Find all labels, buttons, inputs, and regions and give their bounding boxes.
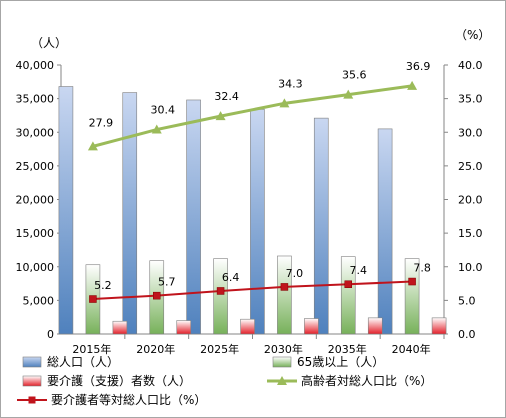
bar — [404, 258, 420, 335]
square-marker — [408, 277, 416, 286]
bar — [377, 128, 393, 335]
right-tick-label: 25.0 — [458, 160, 483, 173]
triangle-marker — [151, 124, 162, 134]
data-label: 7.8 — [413, 262, 431, 275]
data-label: 34.3 — [278, 77, 303, 90]
data-label: 35.6 — [342, 69, 367, 82]
series-line — [92, 280, 413, 301]
right-tick-label: 10.0 — [458, 261, 483, 274]
bar — [213, 258, 228, 335]
bar — [58, 86, 74, 335]
data-label: 27.9 — [89, 116, 114, 129]
bar — [186, 99, 201, 335]
right-tick-label: 0.0 — [458, 328, 476, 341]
bar — [367, 317, 383, 335]
square-marker — [153, 291, 161, 300]
right-axis-unit: （%） — [455, 28, 490, 42]
left-tick-label: 40,000 — [16, 59, 55, 72]
square-marker — [280, 283, 289, 291]
left-tick-label: 35,000 — [16, 93, 55, 106]
data-label: 5.2 — [94, 279, 112, 292]
bar — [112, 320, 128, 335]
bar — [176, 320, 192, 335]
lines: 27.9 30.4 32.4 34.3 35.6 36.9 5.2 5.7 6.4 7.0 7.4 7… — [87, 60, 431, 303]
left-tick-label: 25,000 — [16, 160, 55, 173]
bar — [304, 318, 319, 335]
data-label: 7.0 — [286, 267, 304, 280]
data-label: 6.4 — [222, 271, 240, 284]
bar — [313, 117, 329, 335]
left-tick-label: 5,000 — [23, 294, 55, 307]
square-marker — [344, 280, 352, 288]
right-tick-label: 35.0 — [458, 93, 483, 106]
legend-label: 要介護（支援）者数（人） — [47, 373, 191, 388]
left-tick-label: 30,000 — [16, 126, 55, 139]
data-label: 30.4 — [151, 104, 176, 117]
left-tick-label: 15,000 — [16, 227, 55, 240]
legend-label: 要介護者等対総人口比（%） — [51, 392, 206, 407]
right-tick-label: 40.0 — [458, 59, 483, 72]
legend-swatch — [22, 356, 42, 368]
bar — [122, 92, 138, 335]
left-axis-unit: （人） — [31, 36, 67, 50]
square-marker — [89, 295, 97, 303]
right-tick-label: 30.0 — [458, 126, 483, 139]
legend-swatch — [272, 356, 292, 368]
x-tick-label: 2020年 — [136, 342, 175, 356]
legend-swatch — [22, 375, 42, 387]
x-tick-label: 2030年 — [264, 342, 303, 356]
data-label: 5.7 — [158, 276, 176, 289]
axes: 0 5,000 10,000 15,000 20,000 25,000 30,000 35,0… — [16, 59, 483, 356]
legend-label: 高齢者対総人口比（%） — [301, 373, 432, 388]
left-tick-label: 20,000 — [16, 194, 55, 207]
bar — [240, 318, 255, 335]
x-tick-label: 2040年 — [392, 342, 431, 356]
triangle-marker — [343, 89, 354, 99]
x-tick-label: 2025年 — [200, 342, 239, 356]
legend-triangle-marker — [277, 376, 287, 385]
x-tick-label: 2015年 — [72, 342, 111, 356]
x-tick-label: 2035年 — [328, 342, 367, 356]
legend-label: 総人口（人） — [47, 355, 119, 369]
bar — [250, 109, 265, 335]
bar — [340, 256, 356, 335]
square-marker — [216, 287, 225, 295]
triangle-marker — [407, 80, 418, 90]
bars — [58, 86, 447, 335]
triangle-marker — [279, 98, 290, 108]
triangle-marker — [215, 111, 226, 121]
right-tick-label: 15.0 — [458, 227, 483, 240]
legend-square-marker — [28, 396, 36, 404]
legend: 総人口（人） 65歳以上（人） 要介護（支援）者数（人） 高齢者対総人口比（%） 要介護… — [17, 355, 432, 407]
bar — [431, 317, 447, 335]
left-tick-label: 10,000 — [16, 261, 55, 274]
data-label: 7.4 — [350, 264, 368, 277]
data-label: 36.9 — [406, 60, 431, 73]
data-label: 32.4 — [214, 90, 239, 103]
right-tick-label: 5.0 — [458, 294, 476, 307]
series-line — [92, 84, 413, 148]
triangle-marker — [87, 141, 98, 151]
right-tick-label: 20.0 — [458, 194, 483, 207]
bar — [277, 255, 292, 335]
left-tick-label: 0 — [47, 328, 54, 341]
legend-label: 65歳以上（人） — [297, 355, 384, 369]
